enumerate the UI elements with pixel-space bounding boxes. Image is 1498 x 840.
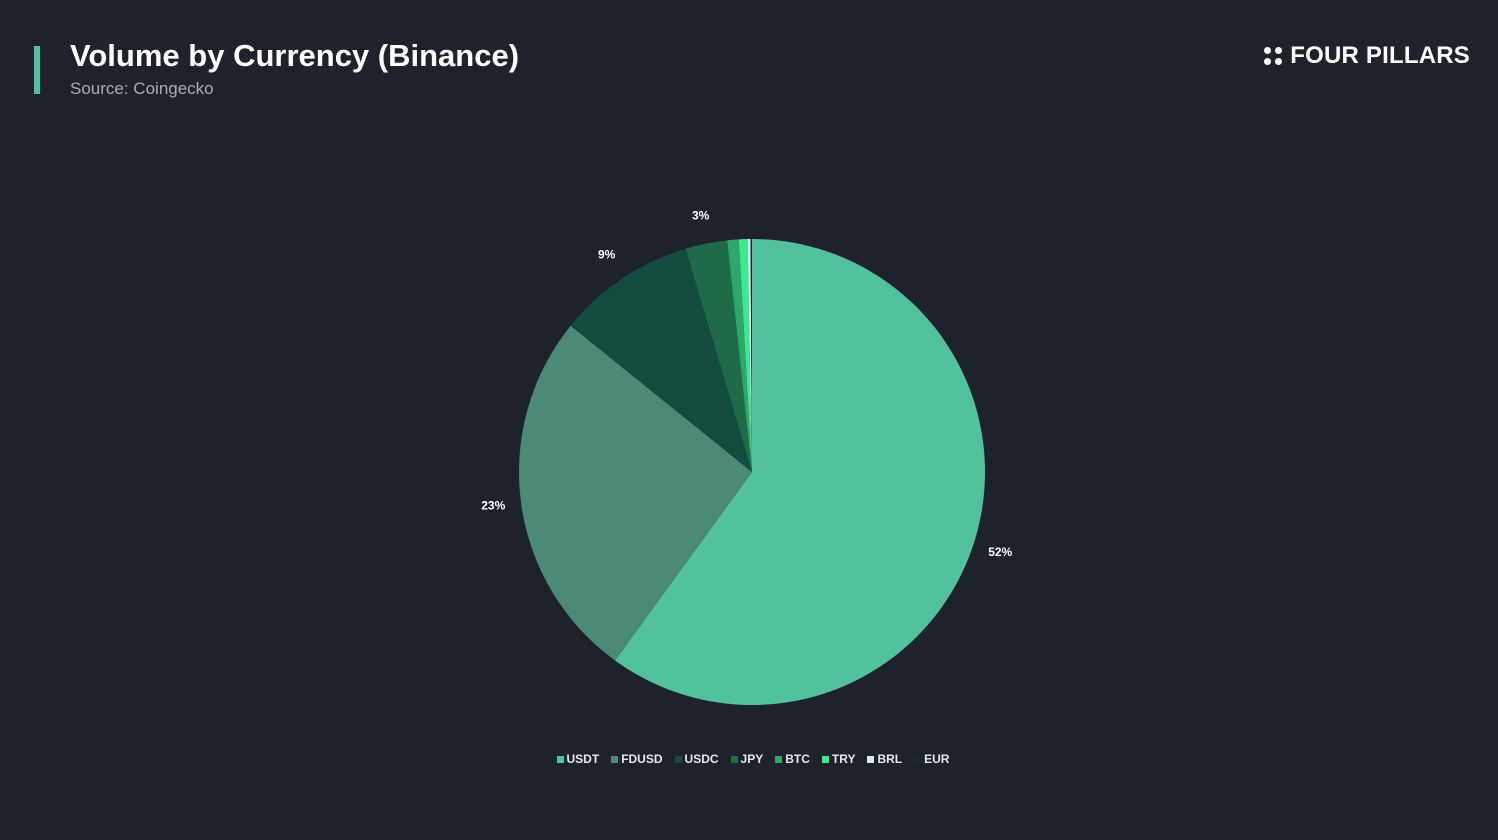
legend-item-usdc[interactable]: USDC <box>674 752 719 766</box>
legend-swatch <box>730 755 738 763</box>
chart-legend: USDT FDUSD USDC JPY BTC TRY BRL EUR <box>0 752 1498 766</box>
pie-slice-jpy <box>685 240 752 472</box>
four-dots-logo-icon <box>1264 47 1283 65</box>
legend-swatch <box>556 755 564 763</box>
slice-label-fdusd: 23% <box>481 499 505 513</box>
legend-item-fdusd[interactable]: FDUSD <box>611 752 663 766</box>
legend-item-brl[interactable]: BRL <box>867 752 902 766</box>
legend-label: BRL <box>877 752 903 766</box>
slice-label-jpy: 3% <box>692 208 710 222</box>
legend-item-usdt[interactable]: USDT <box>556 752 600 766</box>
legend-label: EUR <box>924 752 950 766</box>
legend-swatch <box>611 755 619 763</box>
title-accent-bar <box>34 46 40 94</box>
legend-label: JPY <box>740 752 764 766</box>
slice-label-usdt: 52% <box>988 545 1012 559</box>
pie-slice-eur <box>750 239 752 472</box>
pie-slice-usdt <box>615 239 985 706</box>
legend-label: BTC <box>785 752 810 766</box>
legend-swatch <box>775 755 783 763</box>
pie-slice-try <box>738 239 752 472</box>
brand-name: FOUR PILLARS <box>1290 42 1470 69</box>
slice-label-usdc: 9% <box>598 247 616 261</box>
brand-logo: FOUR PILLARS <box>1264 42 1470 70</box>
legend-label: USDT <box>566 752 600 766</box>
legend-item-btc[interactable]: BTC <box>775 752 810 766</box>
legend-item-try[interactable]: TRY <box>821 752 856 766</box>
pie-slice-brl <box>747 239 752 472</box>
legend-swatch <box>821 755 829 763</box>
chart-title: Volume by Currency (Binance) <box>70 38 520 73</box>
legend-label: TRY <box>831 752 856 766</box>
legend-swatch <box>914 755 922 763</box>
chart-source: Source: Coingecko <box>70 79 214 98</box>
pie-slice-btc <box>727 239 752 472</box>
legend-item-eur[interactable]: EUR <box>914 752 949 766</box>
pie-slice-fdusd <box>519 325 752 661</box>
legend-label: USDC <box>684 752 719 766</box>
legend-swatch <box>867 755 875 763</box>
pie-slice-usdc <box>570 248 752 472</box>
legend-label: FDUSD <box>621 752 663 766</box>
legend-item-jpy[interactable]: JPY <box>730 752 764 766</box>
legend-swatch <box>674 755 682 763</box>
